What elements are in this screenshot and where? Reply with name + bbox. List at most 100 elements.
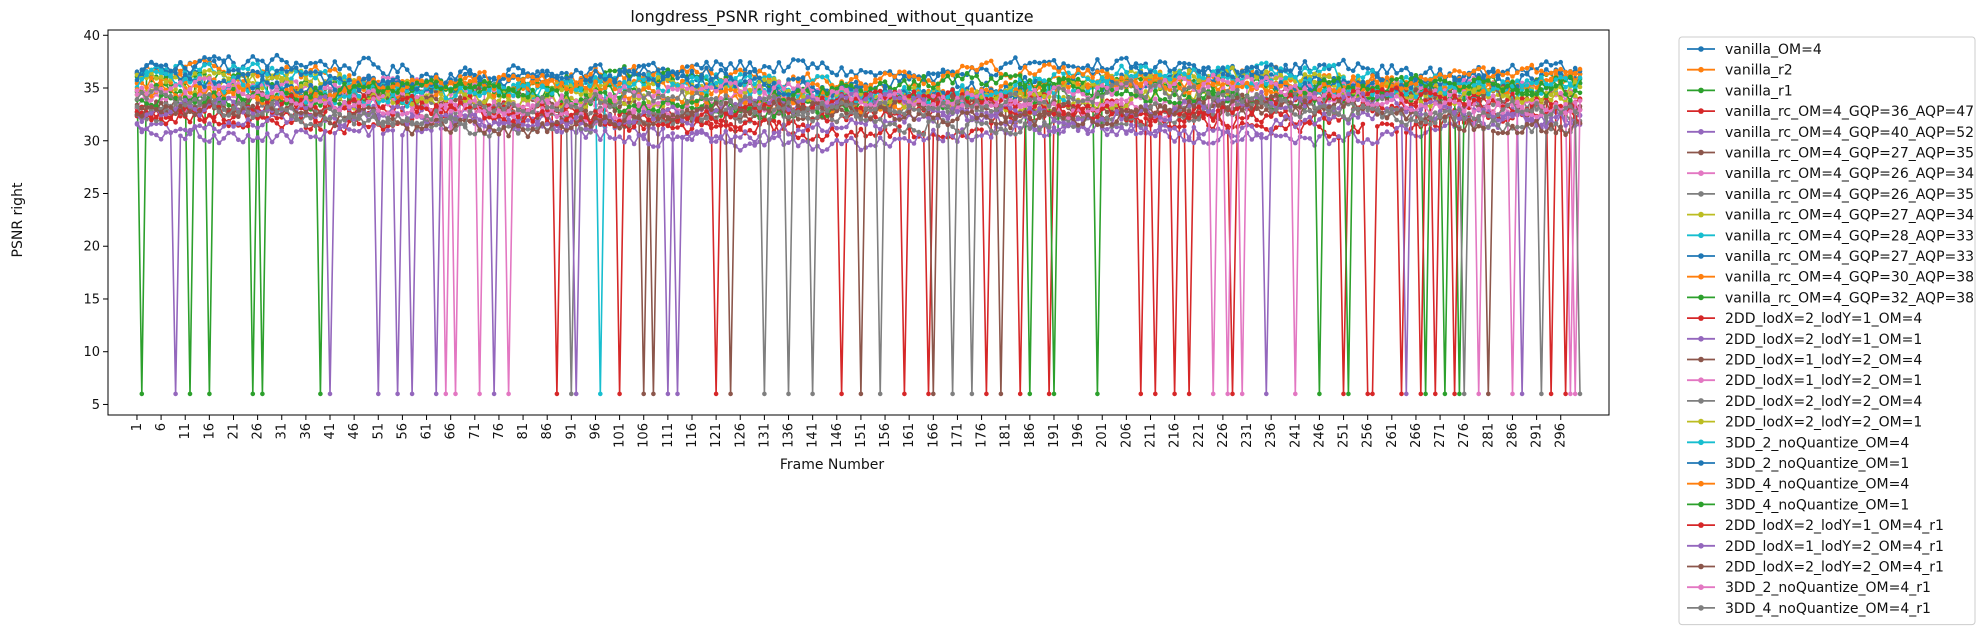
data-point bbox=[1312, 79, 1317, 85]
data-point bbox=[371, 62, 376, 67]
data-point bbox=[1259, 61, 1264, 66]
data-point bbox=[395, 69, 400, 75]
data-point bbox=[858, 147, 864, 153]
data-point bbox=[158, 137, 164, 142]
data-point bbox=[713, 134, 719, 139]
data-point bbox=[380, 131, 386, 137]
data-point bbox=[829, 122, 835, 127]
data-point bbox=[665, 67, 671, 73]
data-point bbox=[877, 391, 883, 397]
data-point bbox=[1090, 129, 1095, 134]
data-point bbox=[496, 93, 502, 98]
data-point bbox=[433, 391, 439, 397]
data-point bbox=[820, 128, 825, 133]
data-point bbox=[738, 135, 743, 140]
data-point bbox=[313, 64, 318, 69]
data-point bbox=[1307, 114, 1313, 120]
data-point bbox=[1022, 74, 1028, 80]
data-point bbox=[260, 58, 265, 64]
data-point bbox=[337, 67, 343, 72]
data-point bbox=[332, 75, 338, 81]
data-point bbox=[1370, 391, 1375, 397]
data-point bbox=[636, 63, 642, 69]
data-point bbox=[902, 391, 907, 397]
data-point bbox=[154, 114, 159, 120]
data-point bbox=[322, 128, 328, 134]
data-point bbox=[1326, 134, 1332, 139]
data-point bbox=[1312, 65, 1317, 71]
data-point bbox=[371, 124, 376, 129]
data-point bbox=[245, 123, 251, 129]
data-point bbox=[1336, 134, 1341, 139]
data-point bbox=[535, 83, 540, 89]
data-point bbox=[805, 71, 811, 76]
data-point bbox=[458, 95, 463, 100]
data-point bbox=[955, 84, 960, 90]
data-point bbox=[347, 127, 352, 132]
data-point bbox=[1051, 391, 1057, 397]
data-point bbox=[207, 61, 212, 67]
data-point bbox=[1017, 82, 1023, 87]
data-point bbox=[670, 131, 675, 136]
data-point bbox=[1365, 137, 1370, 142]
data-point bbox=[1172, 126, 1177, 131]
data-point bbox=[1172, 139, 1177, 144]
data-point bbox=[858, 391, 864, 397]
data-point bbox=[877, 130, 883, 136]
data-point bbox=[1061, 97, 1066, 103]
data-point bbox=[1104, 127, 1110, 132]
data-point bbox=[704, 59, 709, 65]
data-point bbox=[588, 66, 593, 71]
data-point bbox=[747, 60, 753, 65]
data-point bbox=[342, 63, 347, 68]
data-point bbox=[197, 58, 202, 64]
data-point bbox=[187, 131, 193, 137]
data-point bbox=[718, 62, 724, 67]
data-point bbox=[1196, 117, 1202, 122]
data-point bbox=[1051, 125, 1057, 130]
data-point bbox=[1360, 140, 1366, 146]
data-point bbox=[742, 120, 748, 126]
data-point bbox=[709, 136, 714, 141]
data-point bbox=[709, 91, 714, 97]
data-point bbox=[144, 126, 149, 131]
data-point bbox=[646, 62, 651, 68]
data-point bbox=[675, 125, 680, 130]
data-point bbox=[747, 69, 753, 75]
data-point bbox=[1210, 128, 1216, 133]
data-point bbox=[733, 125, 738, 130]
data-point bbox=[723, 71, 729, 76]
data-point bbox=[1519, 72, 1525, 78]
data-point bbox=[709, 125, 714, 131]
data-point bbox=[308, 134, 314, 140]
data-point bbox=[1529, 76, 1535, 81]
data-point bbox=[1341, 391, 1346, 397]
data-point bbox=[1302, 65, 1308, 70]
data-point bbox=[1278, 133, 1284, 139]
data-point bbox=[289, 120, 294, 126]
data-point bbox=[1191, 118, 1197, 123]
data-point bbox=[1408, 72, 1414, 77]
data-point bbox=[211, 132, 217, 138]
data-point bbox=[1326, 74, 1332, 80]
data-point bbox=[154, 132, 159, 138]
data-point bbox=[713, 59, 719, 64]
data-point bbox=[786, 64, 791, 70]
data-point bbox=[1350, 68, 1356, 73]
data-point bbox=[202, 125, 207, 131]
data-point bbox=[376, 391, 381, 397]
data-point bbox=[347, 66, 352, 71]
data-point bbox=[1558, 96, 1563, 101]
data-point bbox=[139, 391, 145, 397]
data-point bbox=[1326, 63, 1332, 68]
data-point bbox=[1539, 80, 1544, 86]
data-point bbox=[810, 137, 815, 142]
data-point bbox=[269, 57, 275, 62]
data-point bbox=[858, 68, 864, 73]
data-point bbox=[800, 132, 806, 138]
data-point bbox=[940, 138, 946, 144]
data-point bbox=[1177, 118, 1182, 123]
data-point bbox=[226, 54, 231, 59]
data-point bbox=[742, 129, 748, 134]
